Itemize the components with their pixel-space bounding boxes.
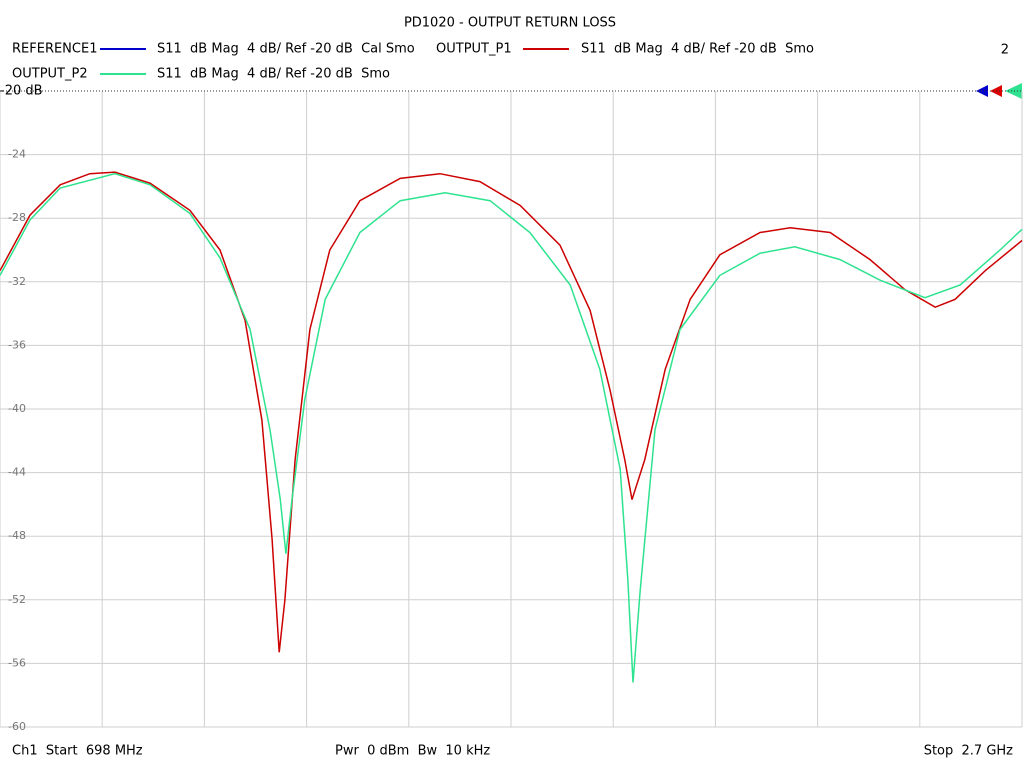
y-tick-label: -32 [8, 275, 26, 288]
y-tick-label: -48 [8, 529, 26, 542]
y-tick-label: -20 dB [0, 84, 43, 99]
y-tick-label: -44 [8, 466, 26, 479]
y-tick-label: -24 [8, 148, 26, 161]
footer-stop: Stop 2.7 GHz [924, 744, 1013, 759]
legend-trace-info: S11 dB Mag 4 dB/ Ref -20 dB Cal Smo [157, 42, 415, 57]
y-tick-label: -56 [8, 656, 26, 669]
legend-name: REFERENCE1 [12, 42, 97, 57]
trace-line [0, 172, 1023, 683]
footer-settings: Pwr 0 dBm Bw 10 kHz [335, 744, 490, 759]
legend-name: OUTPUT_P2 [12, 67, 88, 82]
footer-start: Ch1 Start 698 MHz [12, 744, 143, 759]
y-tick-label: -28 [8, 211, 26, 224]
trace-line [0, 171, 1023, 653]
legend-name: OUTPUT_P1 [436, 42, 512, 57]
y-tick-label: -52 [8, 593, 26, 606]
channel-window: 2 [1001, 43, 1009, 58]
reference-marker [1005, 83, 1022, 99]
y-tick-label: -40 [8, 402, 26, 415]
legend-trace-info: S11 dB Mag 4 dB/ Ref -20 dB Smo [581, 42, 814, 57]
y-tick-label: -36 [8, 338, 26, 351]
chart-title: PD1020 - OUTPUT RETURN LOSS [404, 16, 616, 31]
y-tick-label: -60 [8, 720, 26, 733]
legend-trace-info: S11 dB Mag 4 dB/ Ref -20 dB Smo [157, 67, 390, 82]
